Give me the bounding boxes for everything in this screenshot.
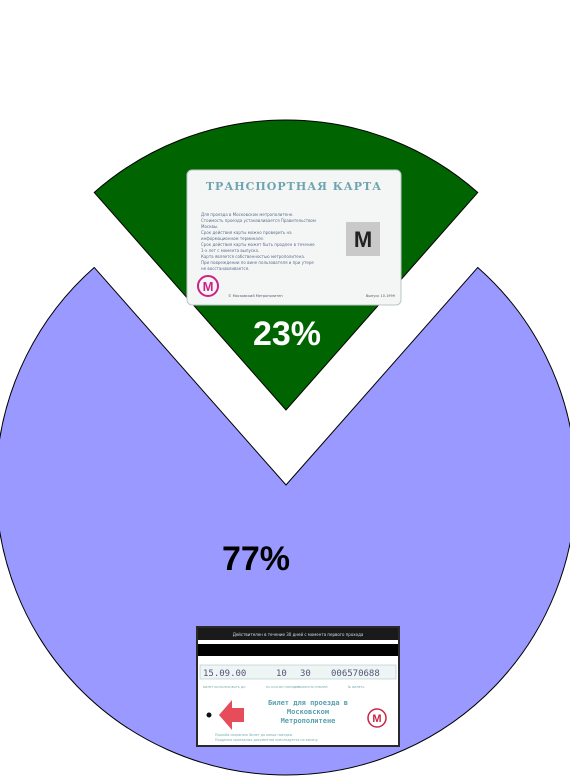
slice-label-77: 77%	[222, 540, 290, 578]
ticket-date: 15.09.00	[203, 669, 246, 679]
ticket-logo: М	[372, 713, 381, 725]
ticket-col4-caption: № БИЛЕТА	[348, 685, 365, 689]
ticket-main-line: Билет для проезда в	[268, 699, 348, 707]
transport-card-logo: М	[203, 279, 214, 294]
ticket-header: Действителен в течение 30 дней с момента…	[233, 632, 364, 637]
transport-card-footer-left: © Московский Метрополитен	[228, 294, 283, 298]
hologram	[346, 222, 380, 256]
transport-card-line: Для проезда в Московском метрополитене.	[201, 212, 294, 217]
ticket-footer-line: Подделка проездных документов преследует…	[215, 738, 319, 742]
transport-card-footer-right: Выпуск 10.1999	[366, 294, 395, 298]
transport-card-line: Срок действия карты может быть продлен в…	[201, 242, 315, 247]
arrow-icon	[219, 700, 244, 730]
transport-card-title: ТРАНСПОРТНАЯ КАРТА	[206, 180, 382, 193]
transport-card-hologram-logo: М	[354, 227, 372, 252]
ticket-col3-caption: СТОИМОСТЬ РУБЛЕЙ	[295, 684, 328, 689]
ticket-trips: 10	[276, 669, 287, 679]
transport-card-line: Стоимость проезда устанавливается Правит…	[201, 218, 316, 223]
ticket-main-text: Билет для проезда вМосковскомМетрополите…	[268, 699, 348, 725]
transport-card-image: ТРАНСПОРТНАЯ КАРТА Для проезда в Московс…	[186, 169, 402, 306]
transport-card-line: Срок действия карты можно проверить на	[201, 230, 292, 235]
ticket-price: 30	[300, 669, 311, 679]
metro-logo-icon	[367, 708, 387, 728]
ticket-col1-caption: БИЛЕТ ИСПОЛЬЗОВАТЬ ДО	[203, 685, 246, 689]
transport-card-line: информационном терминале.	[201, 236, 264, 241]
dot-marker	[206, 712, 212, 718]
transport-card-line: При повреждении по вине пользователя и п…	[201, 260, 314, 265]
transport-card-line: не восстанавливается.	[201, 266, 249, 271]
slice-label-23: 23%	[253, 315, 321, 353]
magnetic-stripe	[198, 644, 398, 656]
transport-card-line: Карта является собственностью метрополит…	[201, 254, 305, 259]
ticket-main-line: Московском	[287, 708, 329, 716]
paper-ticket-image: Действителен в течение 30 дней с момента…	[196, 626, 400, 747]
transport-card-line: 1-х лет с момента выпуска.	[201, 248, 259, 253]
transport-card-line: Москвы.	[201, 224, 218, 229]
pie-slice-77	[0, 266, 570, 776]
metro-logo-icon	[197, 275, 219, 297]
ticket-number: 006570688	[331, 669, 380, 679]
ticket-footer-text: Просьба сохранять билет до конца поездки…	[215, 733, 319, 742]
ticket-footer-line: Просьба сохранять билет до конца поездки…	[215, 733, 293, 737]
ticket-main-line: Метрополитене	[281, 717, 336, 725]
transport-card-text: Для проезда в Московском метрополитене.С…	[201, 212, 316, 271]
ticket-col2-caption: НА КОЛ-ВО ПОЕЗДОК	[266, 685, 301, 689]
